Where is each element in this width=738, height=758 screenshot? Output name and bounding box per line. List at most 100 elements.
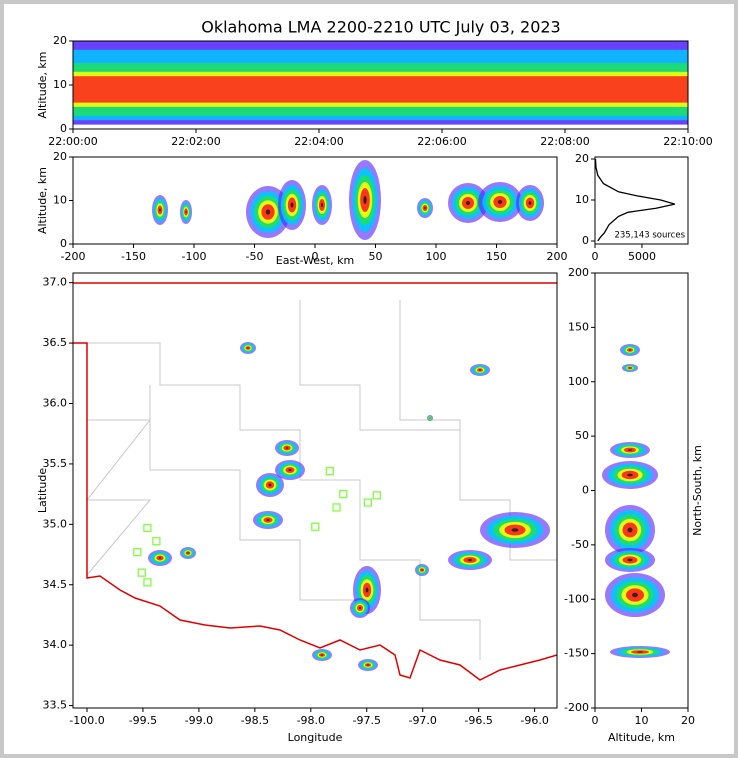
density — [628, 449, 632, 451]
station — [311, 522, 320, 531]
density — [637, 651, 643, 653]
y-tick-label: 36.5 — [43, 336, 68, 349]
y-tick-label: 20 — [53, 150, 67, 163]
y-tick-label: 10 — [53, 78, 67, 91]
x-tick-label: 200 — [547, 250, 568, 263]
x-tick-label: 22:06:00 — [417, 135, 466, 148]
y-tick-label: 37.0 — [43, 276, 68, 289]
density — [479, 369, 481, 371]
density — [367, 664, 369, 666]
density — [158, 557, 162, 559]
y-tick-label: 150 — [568, 320, 589, 333]
y-tick-label: 33.5 — [43, 699, 68, 712]
x-tick-label: 0 — [312, 250, 319, 263]
density — [187, 552, 189, 554]
station — [137, 568, 146, 577]
density — [424, 207, 426, 209]
y-tick-label: -150 — [564, 647, 589, 660]
y-tick-label: 36.0 — [43, 397, 68, 410]
station — [325, 467, 334, 476]
density — [627, 473, 633, 477]
y-tick-label: 20 — [53, 34, 67, 47]
axes-frame — [72, 272, 558, 709]
x-tick-label: 22:04:00 — [294, 135, 343, 148]
x-tick-label: 0 — [592, 714, 599, 727]
density — [497, 200, 503, 204]
y-tick-label: 10 — [575, 193, 589, 206]
density — [290, 202, 294, 208]
x-tick-label: -98.0 — [297, 714, 325, 727]
profile-line — [594, 158, 676, 242]
y-tick-label: -50 — [571, 538, 589, 551]
x-tick-label: 22:08:00 — [540, 135, 589, 148]
x-tick-label: -96.5 — [464, 714, 492, 727]
x-tick-label: -97.0 — [408, 714, 436, 727]
density — [321, 654, 323, 656]
panel — [152, 160, 544, 240]
station — [372, 491, 381, 500]
x-tick-label: 22:00:00 — [48, 135, 97, 148]
x-tick-label: 20 — [681, 714, 695, 727]
density — [632, 592, 638, 598]
y-tick-label: 100 — [568, 375, 589, 388]
x-tick-label: -100.0 — [69, 714, 104, 727]
y-tick-label: 0 — [60, 122, 67, 135]
density — [365, 587, 369, 593]
y-tick-label: 10 — [53, 194, 67, 207]
y-axis-label: Altitude, km — [36, 51, 49, 118]
density — [511, 528, 519, 532]
x-tick-label: 22:10:00 — [663, 135, 712, 148]
density — [73, 76, 688, 103]
x-tick-label: -96.0 — [520, 714, 548, 727]
x-tick-label: -99.0 — [185, 714, 213, 727]
y-tick-label: 34.0 — [43, 638, 68, 651]
annotation: 235,143 sources — [614, 231, 685, 241]
density — [285, 447, 289, 449]
y-tick-label: 50 — [575, 429, 589, 442]
density — [429, 417, 431, 419]
density — [629, 349, 631, 351]
density — [359, 607, 361, 609]
station — [152, 537, 161, 546]
station — [332, 503, 341, 512]
station — [363, 498, 373, 507]
y-tick-label: 0 — [582, 234, 589, 247]
x-tick-label: -97.5 — [353, 714, 381, 727]
y-axis-label: Latitude — [36, 468, 49, 514]
x-tick-label: -150 — [121, 250, 146, 263]
density — [185, 210, 187, 214]
x-tick-label: 0 — [592, 250, 599, 263]
density — [268, 483, 272, 487]
y-axis-label: Altitude, km — [36, 167, 49, 234]
x-tick-label: -99.5 — [129, 714, 157, 727]
x-tick-label: 50 — [369, 250, 383, 263]
x-tick-label: 10 — [635, 714, 649, 727]
density — [467, 559, 473, 561]
density — [363, 196, 367, 204]
x-tick-label: -200 — [61, 250, 86, 263]
x-tick-label: 5000 — [628, 250, 656, 263]
x-axis-label: Longitude — [288, 731, 343, 744]
map-lines — [73, 282, 557, 681]
x-axis-label: Altitude, km — [608, 731, 675, 744]
y-tick-label: 20 — [575, 152, 589, 165]
panel — [73, 41, 688, 125]
y-axis-label: North-South, km — [691, 445, 704, 536]
x-tick-label: 150 — [486, 250, 507, 263]
density — [466, 201, 470, 205]
density — [421, 569, 423, 571]
y-tick-label: 0 — [582, 484, 589, 497]
x-tick-label: 100 — [426, 250, 447, 263]
density — [629, 367, 631, 369]
x-tick-label: -50 — [246, 250, 264, 263]
y-tick-label: 0 — [60, 237, 67, 250]
density — [288, 469, 292, 471]
panel — [602, 344, 670, 658]
y-tick-label: 34.5 — [43, 578, 68, 591]
density — [247, 347, 249, 349]
station — [143, 523, 152, 533]
density — [627, 558, 633, 562]
y-tick-label: 35.0 — [43, 517, 68, 530]
